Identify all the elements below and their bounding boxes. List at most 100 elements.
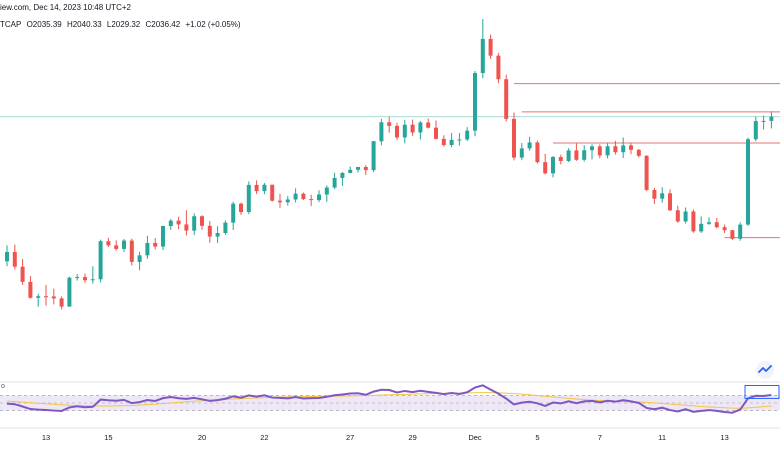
candle-body	[215, 232, 220, 237]
candle-body	[590, 146, 594, 151]
candle-body	[707, 222, 711, 224]
candle-body	[363, 166, 368, 171]
candle-body	[761, 120, 766, 122]
candle-body	[566, 150, 571, 161]
time-axis-tick-label: 5	[535, 433, 539, 442]
candle-body	[176, 220, 181, 225]
candle-body	[543, 162, 548, 174]
candle-body	[293, 193, 298, 200]
candle-body	[722, 227, 727, 231]
candle-body	[418, 122, 423, 133]
candle-body	[527, 142, 532, 149]
candle-body	[730, 230, 735, 239]
open-value: O2035.39	[26, 20, 62, 29]
logo-mark	[758, 365, 772, 373]
candle-body	[434, 127, 438, 139]
candle-body	[738, 224, 743, 239]
candle-body	[161, 226, 165, 247]
candle-body	[371, 141, 376, 171]
rsi-panel	[0, 381, 780, 414]
source-text: iew.com, Dec 14, 2023 10:48 UTC+2	[0, 3, 131, 12]
time-axis-tick-label: 11	[658, 433, 666, 442]
candle-body	[387, 122, 392, 126]
candle-body	[246, 184, 251, 213]
candle-body	[200, 216, 204, 226]
time-axis-tick-label: 22	[260, 433, 268, 442]
candle-body	[683, 211, 688, 222]
rsi-line	[6, 384, 772, 414]
time-axis-tick-label: 29	[408, 433, 416, 442]
candle-body	[239, 203, 243, 213]
ohlc-legend: TCAP O2035.39 H2040.33 L2029.32 C2036.42…	[0, 20, 244, 29]
time-axis-tick-label: 13	[42, 433, 50, 442]
candle-body	[652, 189, 657, 199]
candle-body	[449, 139, 454, 146]
candle-body	[644, 155, 649, 190]
candle-body	[597, 146, 602, 156]
candle-body	[317, 194, 321, 201]
candle-body	[356, 166, 360, 170]
candle-body	[51, 296, 56, 299]
chart-source-line: iew.com, Dec 14, 2023 10:48 UTC+2	[0, 3, 134, 12]
candle-body	[184, 224, 189, 231]
candle-body	[36, 296, 41, 298]
indicator-label: o	[1, 383, 5, 390]
candle-body	[28, 281, 33, 298]
candle-body	[691, 211, 696, 232]
time-axis: 13 15 20 22 27 29 Dec 5 7 11 13	[0, 427, 780, 442]
candle-body	[137, 255, 142, 262]
candle-body	[207, 225, 212, 237]
high-value: H2040.33	[66, 20, 102, 29]
horizontal-levels	[0, 83, 780, 239]
candle-body	[621, 145, 626, 153]
tradingview-logo-icon	[756, 361, 774, 379]
candle-body	[488, 38, 493, 56]
candle-body	[605, 146, 610, 156]
candle-body	[753, 121, 758, 140]
candle-body	[746, 139, 750, 225]
candle-body	[90, 279, 95, 281]
rsi-ma-line	[6, 392, 772, 409]
candle-body	[106, 241, 111, 246]
candle-body	[480, 38, 485, 74]
candle-body	[496, 55, 501, 80]
candle-body	[519, 148, 524, 158]
symbol-label: TCAP	[0, 20, 22, 29]
candle-body	[231, 203, 236, 223]
candle-body	[44, 296, 48, 298]
candle-body	[675, 210, 680, 222]
candle-body	[59, 298, 64, 307]
candle-body	[395, 125, 399, 138]
candle-body	[441, 138, 446, 146]
candle-body	[270, 184, 275, 201]
candle-body	[223, 222, 228, 233]
candle-body	[83, 277, 87, 281]
candle-body	[168, 220, 173, 227]
candle-body	[402, 124, 407, 138]
time-axis-tick-label: 13	[720, 433, 728, 442]
tradingview-watermark	[756, 361, 774, 379]
candle-body	[285, 199, 290, 203]
rsi-highlight-box	[744, 385, 780, 399]
candle-body	[636, 149, 641, 156]
time-axis-tick-label: 20	[198, 433, 206, 442]
candle-body	[278, 200, 282, 203]
close-value: C2036.42	[145, 20, 181, 29]
candle-body	[457, 139, 462, 141]
candle-body	[629, 145, 633, 150]
candle-body	[410, 124, 415, 133]
candle-body	[558, 157, 563, 161]
candle-body	[67, 277, 72, 307]
candle-body	[714, 222, 719, 228]
low-value: L2029.32	[106, 20, 141, 29]
candle-body	[348, 169, 353, 173]
candle-body	[660, 193, 665, 199]
candle-body	[668, 193, 672, 211]
candle-body	[98, 241, 103, 280]
candle-body	[114, 245, 119, 249]
candle-body	[613, 146, 618, 153]
candle-body	[145, 242, 150, 256]
candle-body	[504, 79, 509, 119]
